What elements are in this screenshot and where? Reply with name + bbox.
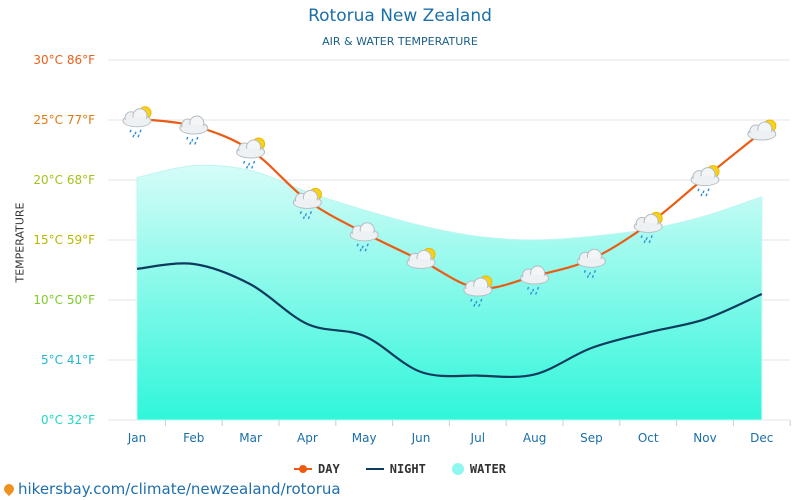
x-tick-label: Dec — [750, 431, 773, 445]
water-area — [136, 164, 763, 421]
x-tick-label: Jul — [470, 431, 485, 445]
location-pin-icon — [1, 481, 17, 497]
legend-day-swatch — [294, 465, 313, 473]
cloud-rain-icon — [520, 265, 550, 295]
y-tick-label: 0°C 32°F — [41, 413, 95, 427]
legend-water[interactable]: WATER — [451, 462, 506, 476]
x-tick-label: Aug — [523, 431, 546, 445]
legend-day[interactable]: DAY — [294, 462, 340, 476]
partly-cloudy-rain-icon — [463, 275, 493, 307]
night-line — [136, 262, 763, 379]
cloud-rain-icon — [576, 248, 606, 278]
x-tick-label: Jun — [411, 431, 431, 445]
legend-water-label: WATER — [469, 462, 506, 476]
cloud-rain-icon — [179, 115, 209, 145]
y-tick-label: 5°C 41°F — [41, 353, 95, 367]
x-tick-label: Jan — [127, 431, 147, 445]
x-tick-label: Sep — [580, 431, 603, 445]
source-link[interactable]: hikersbay.com/climate/newzealand/rotorua — [1, 480, 341, 498]
partly-cloudy-rain-icon — [122, 106, 152, 138]
partly-cloudy-icon — [747, 119, 777, 141]
x-tick-label: May — [352, 431, 377, 445]
y-tick-label: 30°C 86°F — [33, 53, 95, 67]
x-tick-label: Feb — [183, 431, 204, 445]
y-tick-label: 10°C 50°F — [33, 293, 95, 307]
cloud-rain-icon — [349, 222, 379, 252]
partly-cloudy-icon — [406, 247, 436, 269]
partly-cloudy-rain-icon — [236, 137, 266, 169]
y-tick-label: 20°C 68°F — [33, 173, 95, 187]
y-tick-label: 25°C 77°F — [33, 113, 95, 127]
legend-night-swatch — [365, 468, 384, 470]
x-tick-label: Oct — [638, 431, 659, 445]
legend-night-label: NIGHT — [389, 462, 426, 476]
x-tick-label: Mar — [239, 431, 262, 445]
legend-day-label: DAY — [318, 462, 340, 476]
x-tick-label: Apr — [297, 431, 318, 445]
y-tick-label: 15°C 59°F — [33, 233, 95, 247]
partly-cloudy-rain-icon — [690, 165, 720, 197]
source-link-text: hikersbay.com/climate/newzealand/rotorua — [18, 480, 341, 498]
x-tick-label: Nov — [693, 431, 716, 445]
chart-subtitle: AIR & WATER TEMPERATURE — [322, 35, 478, 48]
chart-title: Rotorua New Zealand — [308, 6, 492, 26]
legend-night[interactable]: NIGHT — [365, 462, 426, 476]
legend-water-swatch — [451, 463, 464, 475]
partly-cloudy-rain-icon — [292, 187, 322, 220]
chart-legend: DAY NIGHT WATER — [0, 462, 800, 476]
partly-cloudy-rain-icon — [633, 211, 663, 244]
